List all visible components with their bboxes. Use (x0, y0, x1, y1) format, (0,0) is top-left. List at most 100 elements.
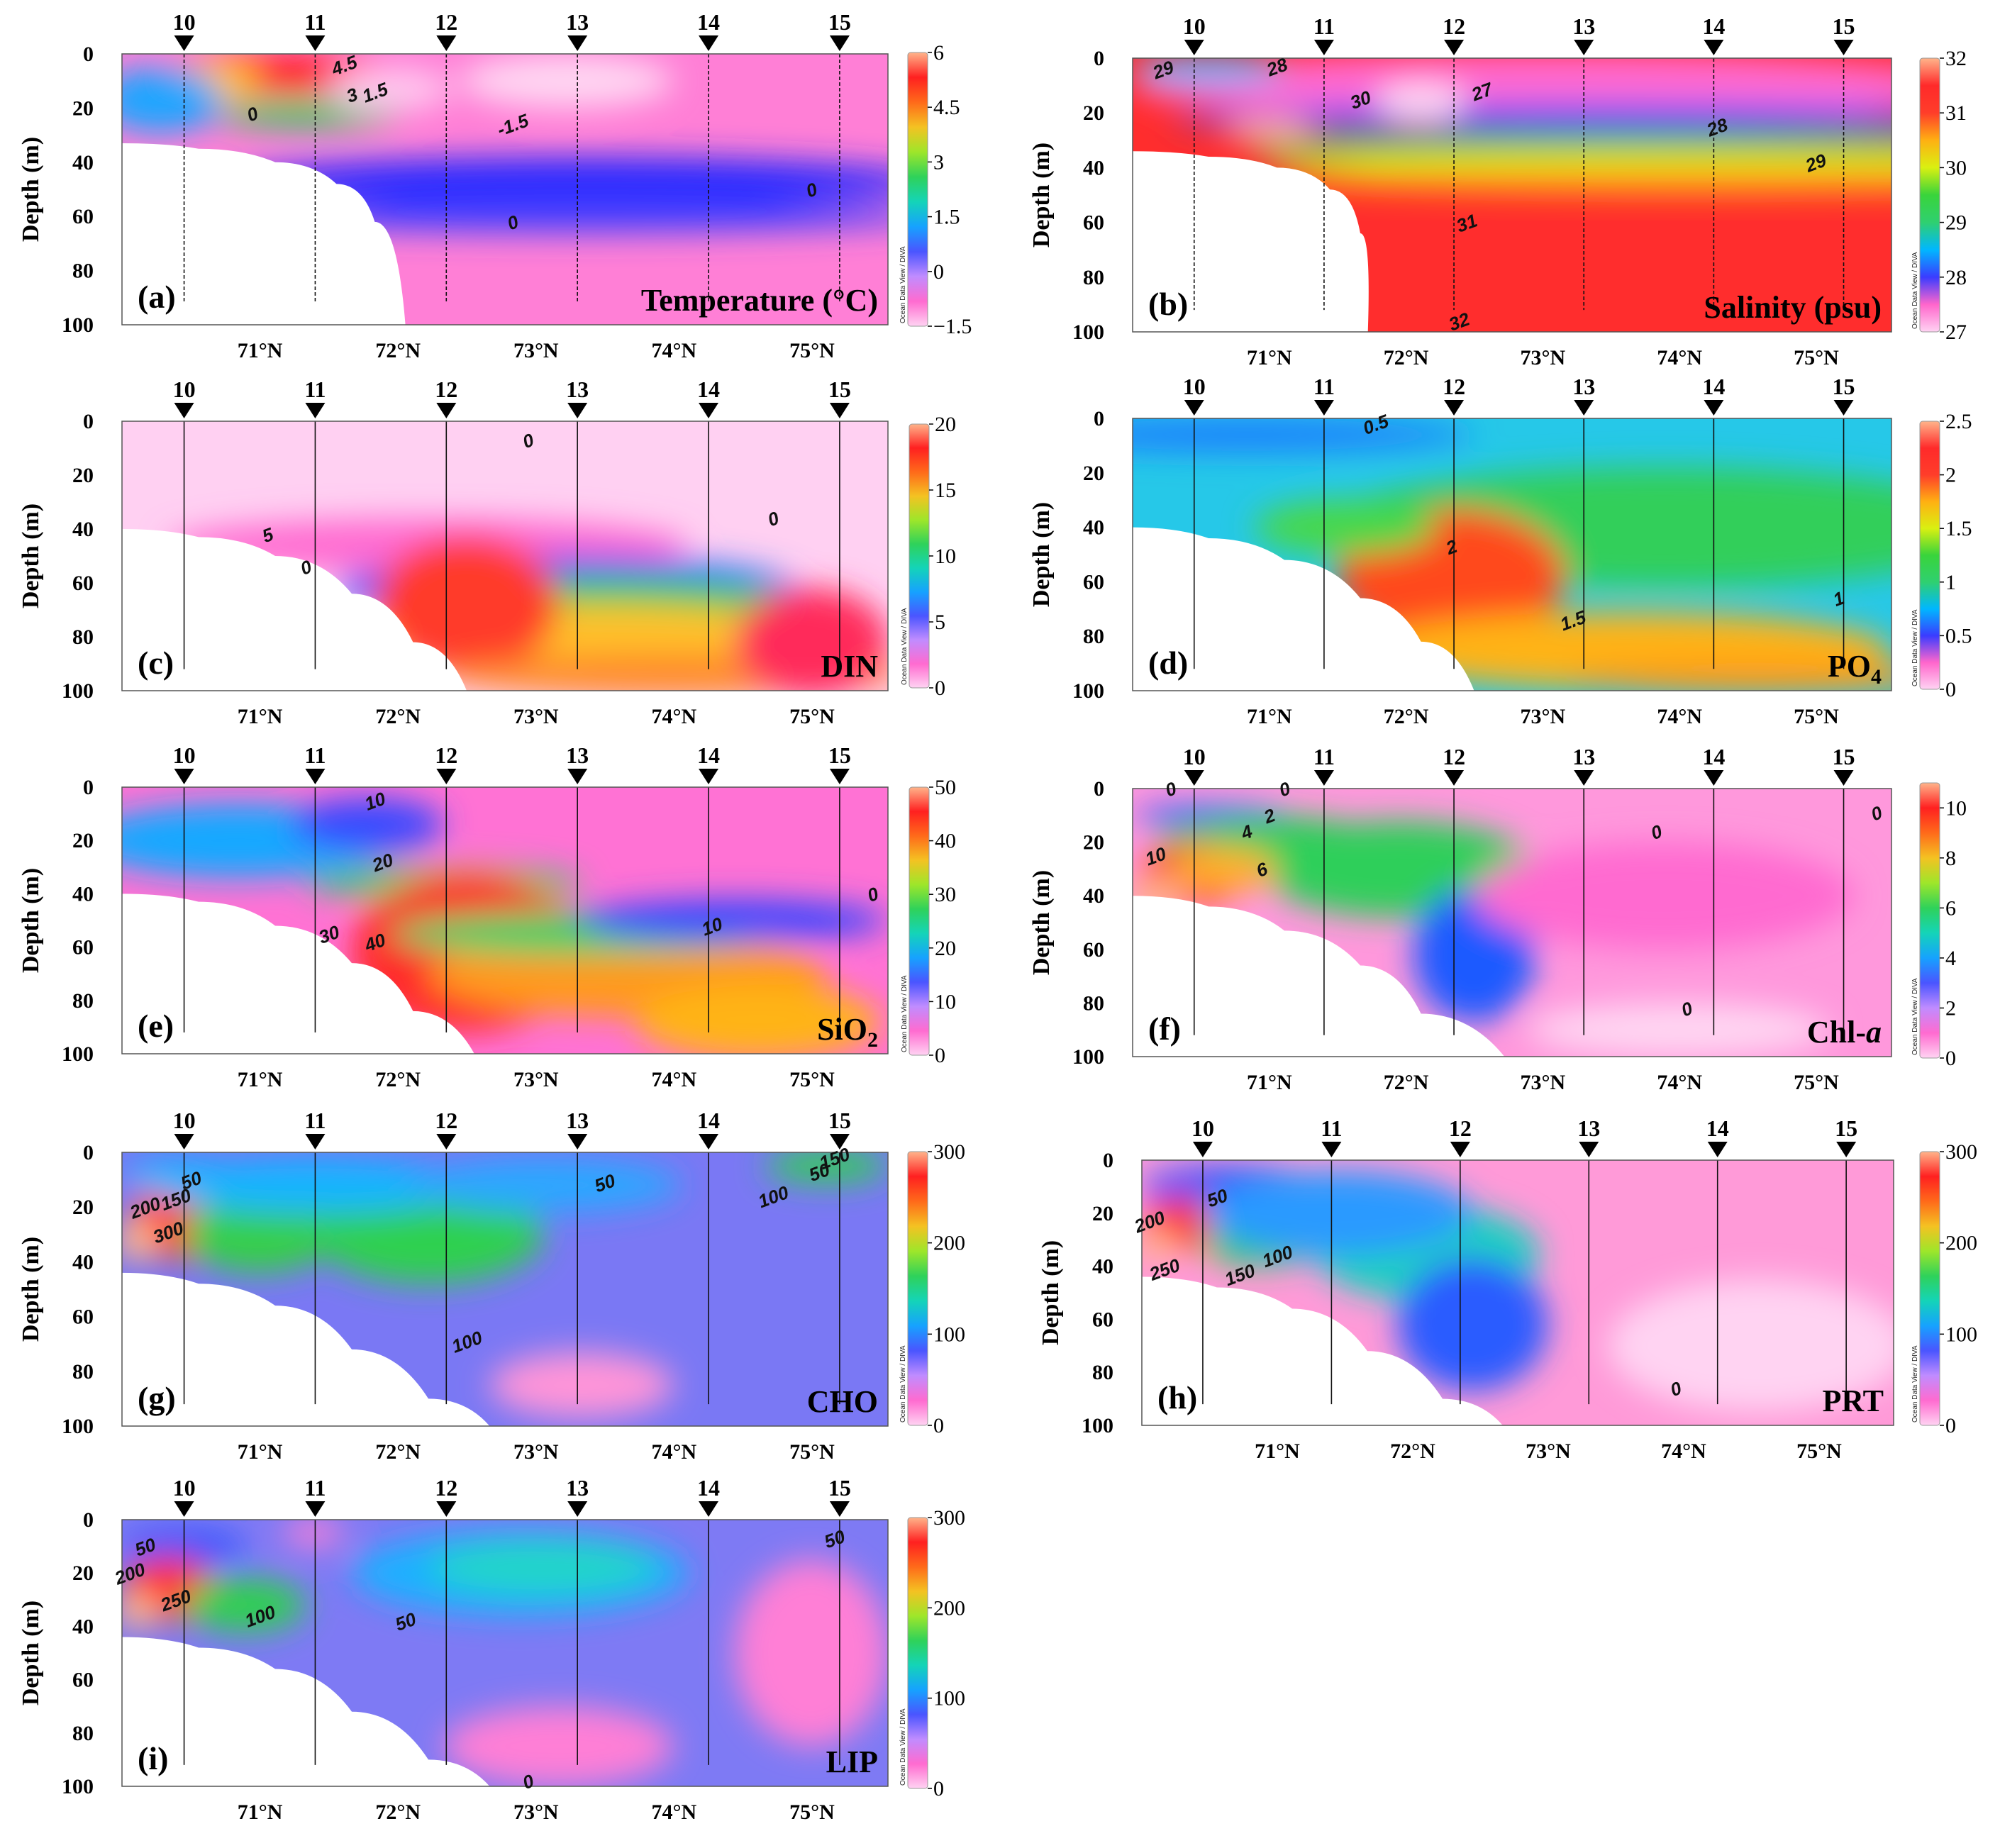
depth-tick-label: 100 (1082, 1414, 1113, 1437)
field-blob (213, 99, 398, 128)
latitude-tick-label: 71°N (238, 705, 283, 728)
colorbar-tick-label: 2 (1945, 996, 1956, 1020)
colorbar-tick-label: 0.5 (1945, 624, 1972, 647)
station-marker (829, 35, 850, 51)
latitude-tick-label: 74°N (652, 1440, 697, 1464)
field-blob (1527, 1003, 1831, 1057)
station-marker (1574, 400, 1594, 416)
section-field (1142, 1160, 1894, 1425)
station-marker (1184, 400, 1204, 416)
station-marker (567, 35, 588, 51)
station-marker (1579, 1142, 1599, 1157)
plot-frame (121, 421, 889, 691)
plot-frame (1132, 57, 1892, 333)
panel-letter: (g) (138, 1380, 176, 1416)
latitude-tick-label: 72°N (1384, 1071, 1429, 1094)
variable-label: PRT (1823, 1384, 1884, 1418)
variable-label: CHO (807, 1384, 878, 1419)
colorbar-tick-label: 6 (1945, 896, 1956, 920)
colorbar-tick-label: 10 (935, 545, 956, 568)
colorbar-tick-label: 300 (1945, 1140, 1977, 1164)
station-label: 13 (566, 1475, 589, 1501)
section-field (122, 787, 888, 1054)
station-marker (1321, 1142, 1342, 1157)
depth-axis-title: Depth (m) (18, 137, 44, 242)
plot-frame (121, 1152, 889, 1427)
field-blob (229, 157, 888, 206)
station-label: 15 (828, 742, 851, 768)
seafloor-mask (1133, 896, 1505, 1057)
station-marker (699, 35, 719, 51)
seafloor-mask (1133, 527, 1474, 691)
plot-frame (121, 53, 889, 325)
station-marker (1184, 40, 1204, 55)
station-label: 15 (1833, 744, 1855, 769)
station-label: 10 (173, 1108, 196, 1133)
station-label: 14 (697, 1108, 720, 1133)
station-label: 14 (1702, 13, 1725, 39)
station-label: 15 (828, 9, 851, 35)
depth-axis-title: Depth (m) (18, 503, 44, 608)
depth-tick-label: 80 (1083, 266, 1104, 289)
station-marker (829, 1134, 850, 1150)
field-blobs (122, 1520, 888, 1786)
station-marker (174, 1134, 194, 1150)
station-label: 14 (697, 9, 720, 35)
field-blobs (122, 1152, 888, 1418)
colorbar-tick-label: 15 (935, 479, 956, 502)
station-label: 15 (1833, 13, 1855, 39)
colorbar-tick-label: 0 (933, 1777, 944, 1800)
colorbar-tick-label: 10 (935, 990, 956, 1013)
depth-tick-label: 60 (72, 1669, 94, 1692)
colorbar (909, 786, 930, 1056)
station-marker (1184, 770, 1204, 786)
odv-credit: Ocean Data View / DIVA (1911, 252, 1919, 329)
field-blobs (167, 518, 888, 691)
latitude-tick-label: 73°N (1526, 1440, 1571, 1463)
plot-frame (1132, 788, 1892, 1057)
station-label: 10 (173, 9, 196, 35)
field-blob (1201, 1170, 1473, 1256)
field-blob (765, 1152, 888, 1183)
station-label: 10 (1183, 374, 1206, 399)
colorbar (907, 52, 928, 327)
panel-letter: (a) (138, 279, 176, 315)
station-marker (1444, 400, 1465, 416)
depth-tick-label: 80 (1083, 625, 1104, 648)
colorbar-tick-label: 40 (935, 830, 956, 853)
latitude-tick-label: 71°N (1255, 1440, 1300, 1463)
colorbar-tick-label: 100 (1945, 1323, 1977, 1346)
depth-tick-label: 80 (1083, 991, 1104, 1015)
latitude-tick-label: 75°N (789, 705, 835, 728)
depth-tick-label: 20 (72, 96, 94, 120)
station-marker (829, 1501, 850, 1517)
latitude-tick-label: 75°N (1794, 1071, 1839, 1094)
depth-tick-label: 100 (1072, 1045, 1104, 1069)
field-blob (282, 1520, 345, 1547)
station-label: 12 (1443, 374, 1465, 399)
latitude-tick-label: 74°N (652, 339, 697, 362)
depth-tick-label: 100 (1072, 321, 1104, 344)
station-label: 11 (304, 1108, 326, 1133)
field-blob (229, 200, 888, 233)
depth-tick-label: 20 (72, 829, 94, 852)
depth-tick-label: 80 (72, 1722, 94, 1745)
station-label: 12 (435, 1108, 457, 1133)
latitude-tick-label: 72°N (1390, 1440, 1435, 1463)
section-field (1133, 789, 1891, 1057)
colorbar-tick-label: 0 (1945, 678, 1956, 701)
station-marker (567, 769, 588, 784)
depth-tick-label: 0 (1094, 407, 1104, 430)
station-label: 15 (1835, 1115, 1857, 1141)
latitude-tick-label: 73°N (1521, 705, 1566, 728)
station-marker (436, 403, 457, 418)
depth-tick-label: 40 (72, 151, 94, 174)
colorbar-tick-label: 200 (933, 1232, 965, 1255)
latitude-tick-label: 74°N (1657, 1071, 1702, 1094)
colorbar-tick-label: 300 (933, 1506, 965, 1530)
field-blobs (1133, 804, 1854, 1057)
panel-letter: (b) (1148, 286, 1188, 322)
station-label: 14 (1706, 1115, 1729, 1141)
colorbar-tick-label: 50 (935, 776, 956, 799)
station-marker (1574, 40, 1594, 55)
